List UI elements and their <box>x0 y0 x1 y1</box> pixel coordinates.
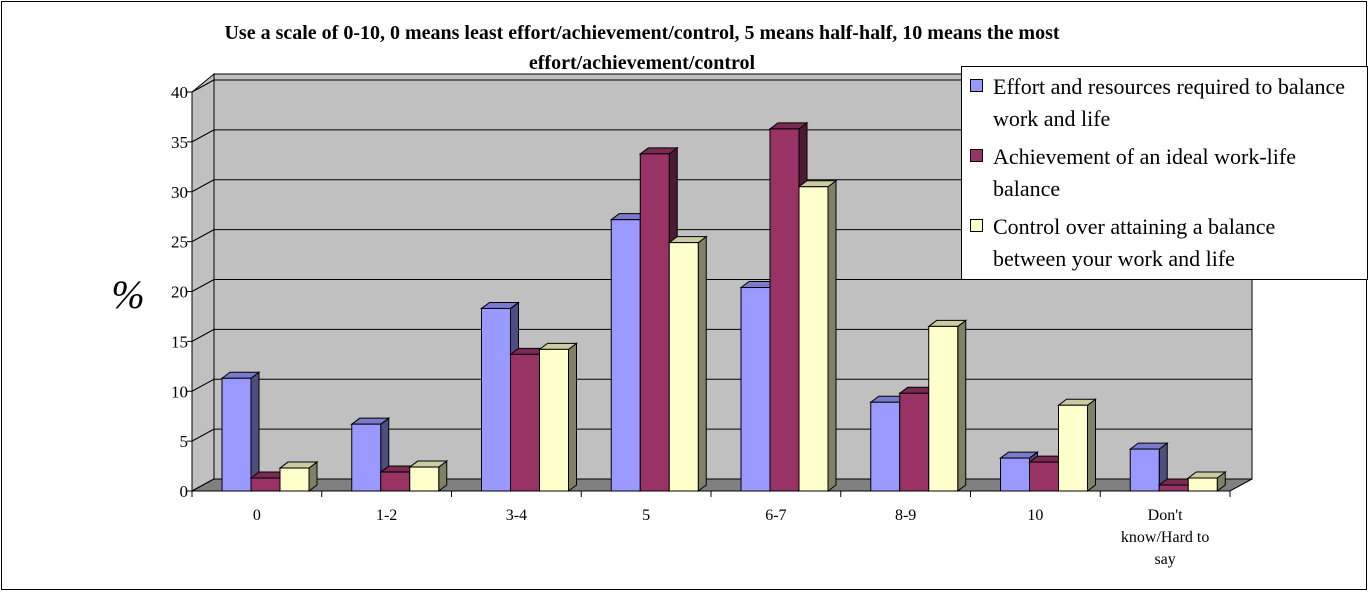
x-tick-label: 1-2 <box>376 507 397 524</box>
legend-swatch-effort <box>970 79 983 92</box>
legend-label-control: Control over attaining a balance between… <box>993 214 1276 271</box>
y-tick-label: 0 <box>180 482 189 501</box>
legend-swatch-control <box>970 219 983 232</box>
bar-front <box>668 242 699 492</box>
gridline-side <box>191 328 215 342</box>
bar-front <box>870 401 901 492</box>
bar <box>797 179 838 492</box>
bar-front <box>250 477 281 492</box>
bar-front <box>510 353 540 492</box>
bar-front <box>1129 448 1160 492</box>
gridline-side <box>191 129 215 143</box>
bar-front <box>1158 484 1189 492</box>
y-tick-label: 25 <box>171 233 188 252</box>
bar-front <box>639 153 670 492</box>
x-tick-label: 0 <box>253 507 261 524</box>
bar-front <box>1029 461 1059 492</box>
bar-side <box>568 342 577 492</box>
bar-side <box>957 319 967 492</box>
y-tick-label: 35 <box>171 133 188 152</box>
bar <box>408 460 449 492</box>
bar-front <box>899 392 930 492</box>
bar-front <box>769 128 800 492</box>
bar-side <box>697 235 707 492</box>
bar <box>1057 398 1097 492</box>
bar-front <box>481 307 511 492</box>
bar <box>350 417 391 492</box>
x-tick-label: 8-9 <box>895 507 916 524</box>
y-tick-label: 20 <box>171 283 188 302</box>
bar-front <box>1058 404 1088 492</box>
gridline-side <box>191 179 215 193</box>
gridline-side <box>191 279 215 292</box>
bar-front <box>1000 457 1030 492</box>
bar-front <box>539 348 569 492</box>
x-tick-label: Don't know/Hard to say <box>1121 507 1209 568</box>
bar-front <box>928 325 959 492</box>
x-tick-label: 3-4 <box>506 507 527 524</box>
x-tick-label: 6-7 <box>765 507 786 524</box>
bar <box>638 146 679 492</box>
bar <box>278 461 319 492</box>
bar <box>538 342 578 492</box>
plot-side-wall <box>191 72 215 492</box>
bar-front <box>798 186 829 492</box>
bar-side <box>827 179 837 492</box>
bar-front <box>409 466 440 492</box>
gridline-side <box>191 229 215 243</box>
bar <box>927 319 968 492</box>
gridline-side <box>191 428 215 442</box>
chart-title: Use a scale of 0-10, 0 means least effor… <box>224 22 1060 74</box>
x-tick-label: 10 <box>1027 507 1043 524</box>
y-tick-label: 15 <box>171 332 188 351</box>
bar-front <box>351 423 382 492</box>
bar <box>1186 471 1227 492</box>
bar-front <box>1187 477 1218 492</box>
x-tick-label: 5 <box>642 507 650 524</box>
bar-front <box>610 219 641 492</box>
y-tick-label: 30 <box>171 183 188 202</box>
legend-label-effort: Effort and resources required to balance… <box>993 74 1346 131</box>
gridline-side <box>191 378 215 392</box>
legend-label-achievement: Achievement of an ideal work-life balanc… <box>993 144 1296 201</box>
bar-front <box>380 471 411 492</box>
bar-front <box>279 467 310 492</box>
y-tick-label: 5 <box>180 432 189 451</box>
legend-swatch-achievement <box>970 149 983 162</box>
legend: Effort and resources required to balance… <box>961 66 1368 280</box>
bar <box>667 235 708 492</box>
gridline-side <box>191 79 215 93</box>
bar-front <box>740 287 771 492</box>
y-tick-label: 10 <box>171 382 188 401</box>
bar-side <box>1087 398 1096 492</box>
bar-front <box>221 377 252 492</box>
y-tick-label: 40 <box>171 83 188 102</box>
bar <box>220 371 261 492</box>
y-axis-label: % <box>111 272 144 317</box>
